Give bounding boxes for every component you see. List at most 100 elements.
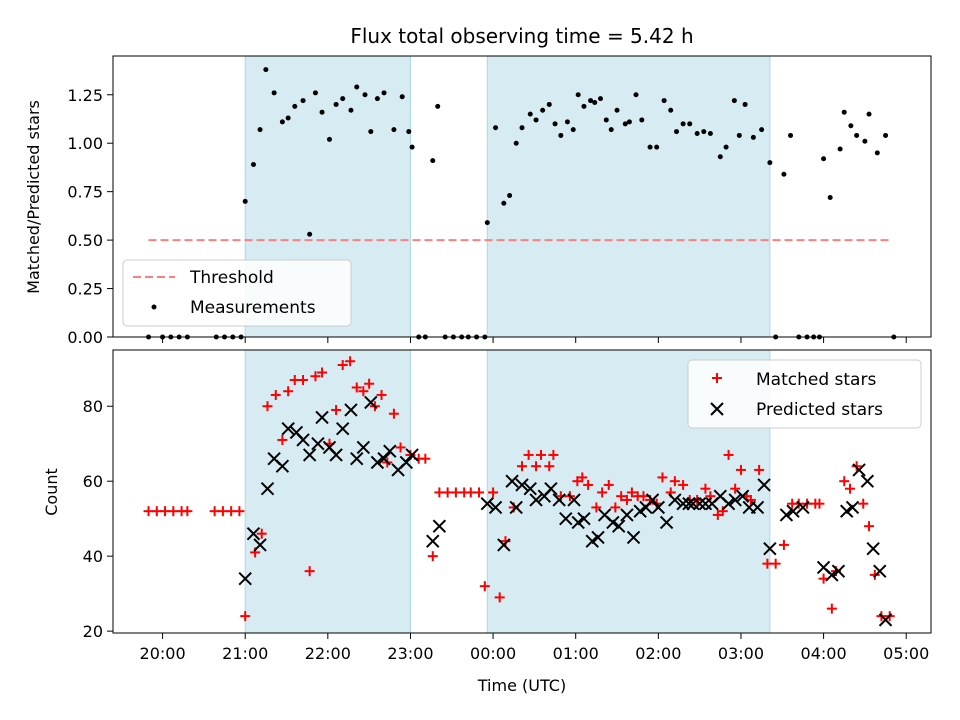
predicted-star-marker	[311, 437, 325, 451]
measurement-point	[570, 127, 576, 133]
bottom-panel: 20 40 60 80 20:00 21:00 22:00 23:00 00:00 01:00 0…	[42, 349, 932, 695]
measurement-point	[581, 103, 587, 109]
measurement-point	[883, 132, 889, 138]
matched-star-marker	[723, 449, 734, 460]
bottom-y-tick-label: 60	[83, 472, 103, 491]
measurement-point	[575, 92, 581, 98]
matched-star-marker	[610, 502, 621, 513]
predicted-star-marker	[779, 508, 794, 522]
measurement-point	[381, 90, 387, 96]
predicted-star-marker	[659, 515, 674, 530]
matched-star-marker	[864, 521, 875, 532]
predicted-star-marker	[302, 448, 317, 462]
predicted-star-marker	[633, 504, 647, 518]
predicted-star-marker	[515, 478, 529, 492]
matched-star-marker	[304, 566, 315, 577]
matched-star-marker	[517, 461, 527, 472]
matched-star-marker	[657, 472, 668, 483]
measurement-point	[527, 111, 533, 117]
x-tick-label: 00:00	[470, 644, 516, 663]
matched-star-marker	[770, 558, 781, 569]
matched-star-marker	[256, 528, 267, 539]
matched-star-marker	[678, 479, 689, 490]
measurement-point	[767, 160, 773, 166]
measurement-point	[285, 115, 291, 121]
predicted-star-marker	[544, 481, 558, 496]
predicted-star-marker	[426, 534, 440, 548]
measurement-point	[707, 131, 713, 137]
bottom-y-tick-label: 20	[83, 622, 103, 641]
matched-star-marker	[858, 498, 869, 509]
measurement-point	[750, 134, 756, 140]
measurement-point	[484, 220, 490, 226]
top-y-tick-label: 0.75	[67, 183, 103, 202]
matched-star-marker	[536, 449, 547, 460]
bottom-axes-frame	[112, 349, 932, 634]
matched-star-marker	[717, 506, 728, 517]
predicted-star-marker	[571, 515, 585, 530]
matched-star-marker	[826, 603, 837, 614]
measurement-point	[333, 101, 339, 107]
matched-star-marker	[182, 506, 193, 517]
measurement-point	[319, 109, 325, 115]
measurement-point	[263, 67, 269, 73]
predicted-star-marker	[480, 496, 495, 511]
measurement-point	[326, 136, 332, 142]
measurement-point	[279, 119, 285, 125]
matched-star-marker	[839, 476, 850, 487]
x-tick-label: 05:00	[883, 644, 929, 663]
predicted-star-marker	[497, 538, 511, 552]
matched-star-marker	[298, 374, 309, 385]
bottom-x-ticks: 20:00 21:00 22:00 23:00 00:00 01:00 02:00 03:00…	[140, 633, 929, 663]
top-y-ticks: 0.00 0.25 0.50 0.75 1.00 1.25	[67, 86, 113, 347]
matched-star-marker	[577, 472, 588, 483]
predicted-star-marker	[585, 534, 599, 548]
measurement-point	[362, 92, 368, 98]
predicted-star-marker	[344, 403, 358, 417]
x-tick-label: 21:00	[222, 644, 268, 663]
matched-star-marker	[277, 434, 288, 445]
measurement-point	[626, 119, 632, 125]
measurement-point	[874, 150, 880, 156]
matched-star-marker	[474, 487, 485, 498]
measurement-point	[546, 101, 552, 107]
predicted-star-marker	[238, 571, 252, 586]
matched-star-marker	[814, 498, 825, 509]
matched-star-marker	[621, 494, 632, 505]
predicted-star-marker	[860, 474, 875, 488]
legend-predicted-label: Predicted stars	[756, 400, 883, 420]
predicted-star-marker	[651, 500, 666, 515]
top-y-tick-label: 0.25	[67, 280, 103, 299]
measurement-point	[507, 193, 513, 199]
x-tick-label: 20:00	[140, 644, 186, 663]
measurement-point	[242, 198, 248, 204]
measurement-point	[588, 98, 594, 104]
predicted-star-marker	[611, 519, 626, 533]
measurement-point	[533, 117, 539, 123]
predicted-star-marker	[757, 478, 771, 492]
x-tick-label: 01:00	[553, 644, 599, 663]
measurement-point	[854, 132, 860, 138]
measurement-point	[827, 194, 833, 200]
measurement-point	[552, 121, 558, 127]
bottom-legend-box	[687, 359, 922, 429]
predicted-star-marker	[253, 538, 267, 552]
predicted-star-marker	[350, 451, 364, 466]
measurement-point	[701, 129, 707, 135]
predicted-star-marker	[825, 568, 839, 582]
matched-star-marker	[778, 539, 789, 550]
predicted-star-marker	[377, 451, 391, 466]
predicted-star-marker	[281, 422, 295, 436]
matched-star-marker	[488, 487, 499, 498]
predicted-star-marker	[796, 500, 810, 515]
predicted-star-marker	[246, 526, 261, 541]
top-x-ticks	[162, 337, 907, 343]
matched-star-marker	[531, 461, 542, 472]
measurement-point	[300, 98, 306, 104]
measurement-point	[558, 132, 564, 138]
predicted-star-marker	[606, 515, 620, 530]
predicted-star-marker	[523, 481, 537, 496]
matched-star-marker	[427, 551, 438, 562]
chart-title: Flux total observing time = 5.42 h	[350, 24, 693, 48]
predicted-star-marker	[275, 459, 290, 473]
